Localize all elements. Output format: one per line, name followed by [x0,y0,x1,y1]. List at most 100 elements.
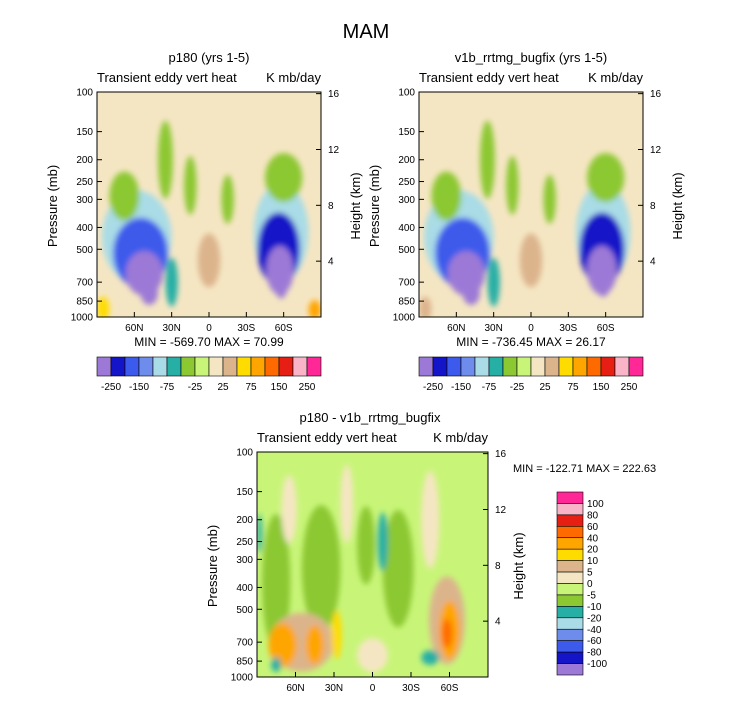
contour-region [221,174,234,224]
colorbar-label: -25 [510,382,525,393]
x-tick-label: 60N [286,683,304,694]
y-right-tick-label: 16 [495,449,507,460]
y-right-tick-label: 12 [650,145,662,156]
y-right-tick-label: 8 [650,201,656,212]
panel-title: p180 - v1b_rrtmg_bugfix [300,410,441,425]
min-max-label: MIN = -736.45 MAX = 26.17 [456,335,606,349]
contour-region [281,475,297,544]
figure-title: MAM [343,21,390,43]
colorbar-label: 150 [271,382,288,393]
colorbar-label: -250 [101,382,121,393]
contour-region [382,510,414,628]
colorbar-box [264,356,280,377]
colorbar-box [502,356,518,377]
contour-field [419,92,643,317]
x-tick-label: 30N [484,323,502,334]
colorbar-box [586,356,602,377]
y-tick-label: 200 [398,155,415,166]
left-string: Transient eddy vert heat [419,70,559,85]
y-right-tick-label: 4 [495,617,501,628]
y-tick-label: 300 [398,195,415,206]
contour-field [257,452,488,677]
y-tick-label: 400 [398,223,415,234]
y-tick-label: 150 [398,127,415,138]
colorbar-label: 10 [587,556,599,567]
colorbar-box [124,356,140,377]
colorbar-label: 25 [217,382,229,393]
colorbar-label: 60 [587,522,599,533]
colorbar-box [572,356,588,377]
contour-region [157,120,173,199]
y-tick-label: 500 [236,605,253,616]
colorbar-box [530,356,546,377]
contour-region [543,174,556,224]
y-tick-label: 1000 [231,673,254,684]
contour-region [377,512,388,571]
colorbar-box [446,356,462,377]
colorbar-box [474,356,490,377]
colorbar-label: -40 [587,625,602,636]
y-tick-label: 1000 [71,313,94,324]
contour-region [257,513,263,553]
colorbar-box [556,663,584,676]
contour-region [268,622,297,667]
contour-region [421,650,440,665]
colorbar-label: 250 [621,382,638,393]
colorbar-box [278,356,294,377]
contour-region [419,296,432,317]
latitude-axis: 60N 30N 0 30S 60S [125,312,293,334]
contour-region [421,470,440,569]
colorbar-label: 40 [587,533,599,544]
colorbar-label: -150 [451,382,471,393]
x-tick-label: 30S [237,323,255,334]
colorbar-label: -75 [160,382,175,393]
colorbar-box [96,356,112,377]
y-tick-label: 200 [236,515,253,526]
x-tick-label: 60S [597,323,615,334]
colorbar-box [544,356,560,377]
y-tick-label: 150 [236,487,253,498]
left-string: Transient eddy vert heat [97,70,237,85]
colorbar-box [614,356,630,377]
contour-region [462,280,480,305]
colorbar-label: 0 [587,579,593,590]
colorbar-box [488,356,504,377]
colorbar-box [556,503,584,516]
pressure-axis: 100 150 200 250 300 400 500 700 850 1000 [71,88,102,324]
contour-region [197,233,221,288]
colorbar-label: -10 [587,602,602,613]
y-right-tick-label: 12 [495,505,507,516]
x-tick-label: 60N [447,323,465,334]
colorbar: -250 -150 -75 -25 25 75 150 250 [418,356,644,393]
y-right-tick-label: 8 [328,201,334,212]
contour-region [262,514,291,651]
right-string: K mb/day [266,70,321,85]
colorbar-label: -80 [587,648,602,659]
colorbar-box [556,514,584,527]
y-tick-label: 700 [398,278,415,289]
y-tick-label: 400 [236,583,253,594]
colorbar-box [556,583,584,596]
colorbar-box [152,356,168,377]
y-tick-label: 100 [76,88,93,99]
colorbar-box [556,491,584,504]
colorbar-box [556,640,584,653]
y-tick-label: 250 [236,537,253,548]
colorbar-label: 20 [587,545,599,556]
colorbar-box [460,356,476,377]
y-tick-label: 850 [76,297,93,308]
colorbar-label: 75 [245,382,257,393]
height-axis: 16 12 8 4 [483,449,507,628]
contour-region [308,300,321,317]
right-string: K mb/day [588,70,643,85]
colorbar-label: 5 [587,568,593,579]
contour-region [506,156,519,215]
y-tick-label: 700 [236,638,253,649]
y-tick-label: 700 [76,278,93,289]
y-tick-label: 300 [76,195,93,206]
colorbar-label: -25 [188,382,203,393]
y-axis-label: Pressure (mb) [205,525,220,607]
colorbar-box [138,356,154,377]
colorbar-box [556,594,584,607]
contour-region [109,171,140,221]
